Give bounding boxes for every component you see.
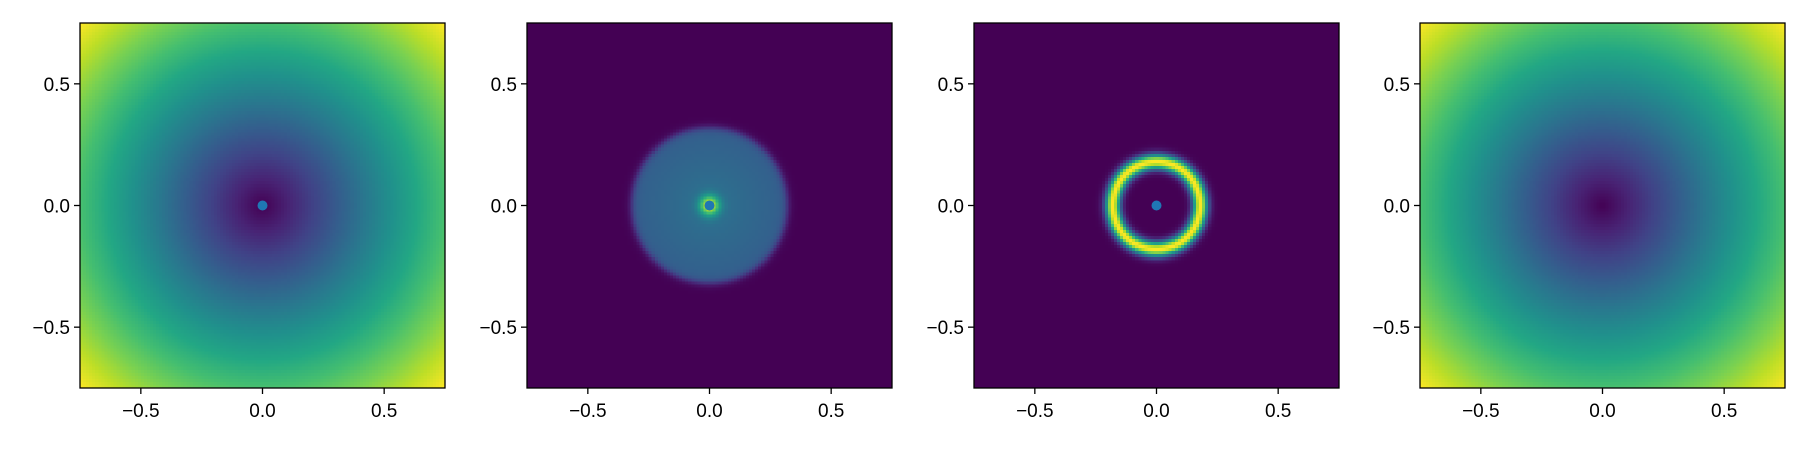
- y-tick-label: 0.5: [491, 75, 517, 96]
- y-tick-label: 0.0: [491, 197, 517, 218]
- y-tick-label: 0.5: [44, 75, 70, 96]
- panel-3: −0.5 0.0 0.5 −0.5 0.0 0.5: [926, 22, 1340, 422]
- x-tick-label: −0.5: [122, 401, 160, 422]
- x-tick-label: −0.5: [1016, 401, 1054, 422]
- x-tick-label: 0.0: [1143, 401, 1169, 422]
- y-tick-label: −0.5: [926, 318, 964, 339]
- x-tick-label: −0.5: [569, 401, 607, 422]
- panel-4: −0.5 0.0 0.5 −0.5 0.0 0.5: [1372, 22, 1786, 422]
- center-point-marker: [257, 200, 268, 211]
- x-tick-label: 0.5: [1711, 401, 1737, 422]
- center-point-marker: [704, 200, 715, 211]
- y-tick-label: 0.0: [1384, 197, 1410, 218]
- y-tick-label: −0.5: [1372, 318, 1410, 339]
- x-tick-label: 0.0: [249, 401, 275, 422]
- x-tick-label: 0.5: [818, 401, 844, 422]
- y-tick-label: −0.5: [32, 318, 70, 339]
- panel-1: −0.5 0.0 0.5 −0.5 0.0 0.5: [32, 22, 446, 422]
- y-tick-label: 0.5: [1384, 75, 1410, 96]
- center-point-marker: [1151, 200, 1162, 211]
- heatmap-image: [1420, 23, 1785, 388]
- x-tick-label: 0.5: [1265, 401, 1291, 422]
- x-tick-label: 0.0: [696, 401, 722, 422]
- x-tick-label: 0.5: [371, 401, 397, 422]
- x-tick-label: 0.0: [1589, 401, 1615, 422]
- y-tick-label: −0.5: [479, 318, 517, 339]
- x-tick-label: −0.5: [1462, 401, 1500, 422]
- y-tick-label: 0.0: [44, 197, 70, 218]
- panel-2: −0.5 0.0 0.5 −0.5 0.0 0.5: [479, 22, 893, 422]
- y-tick-label: 0.5: [938, 75, 964, 96]
- y-tick-label: 0.0: [938, 197, 964, 218]
